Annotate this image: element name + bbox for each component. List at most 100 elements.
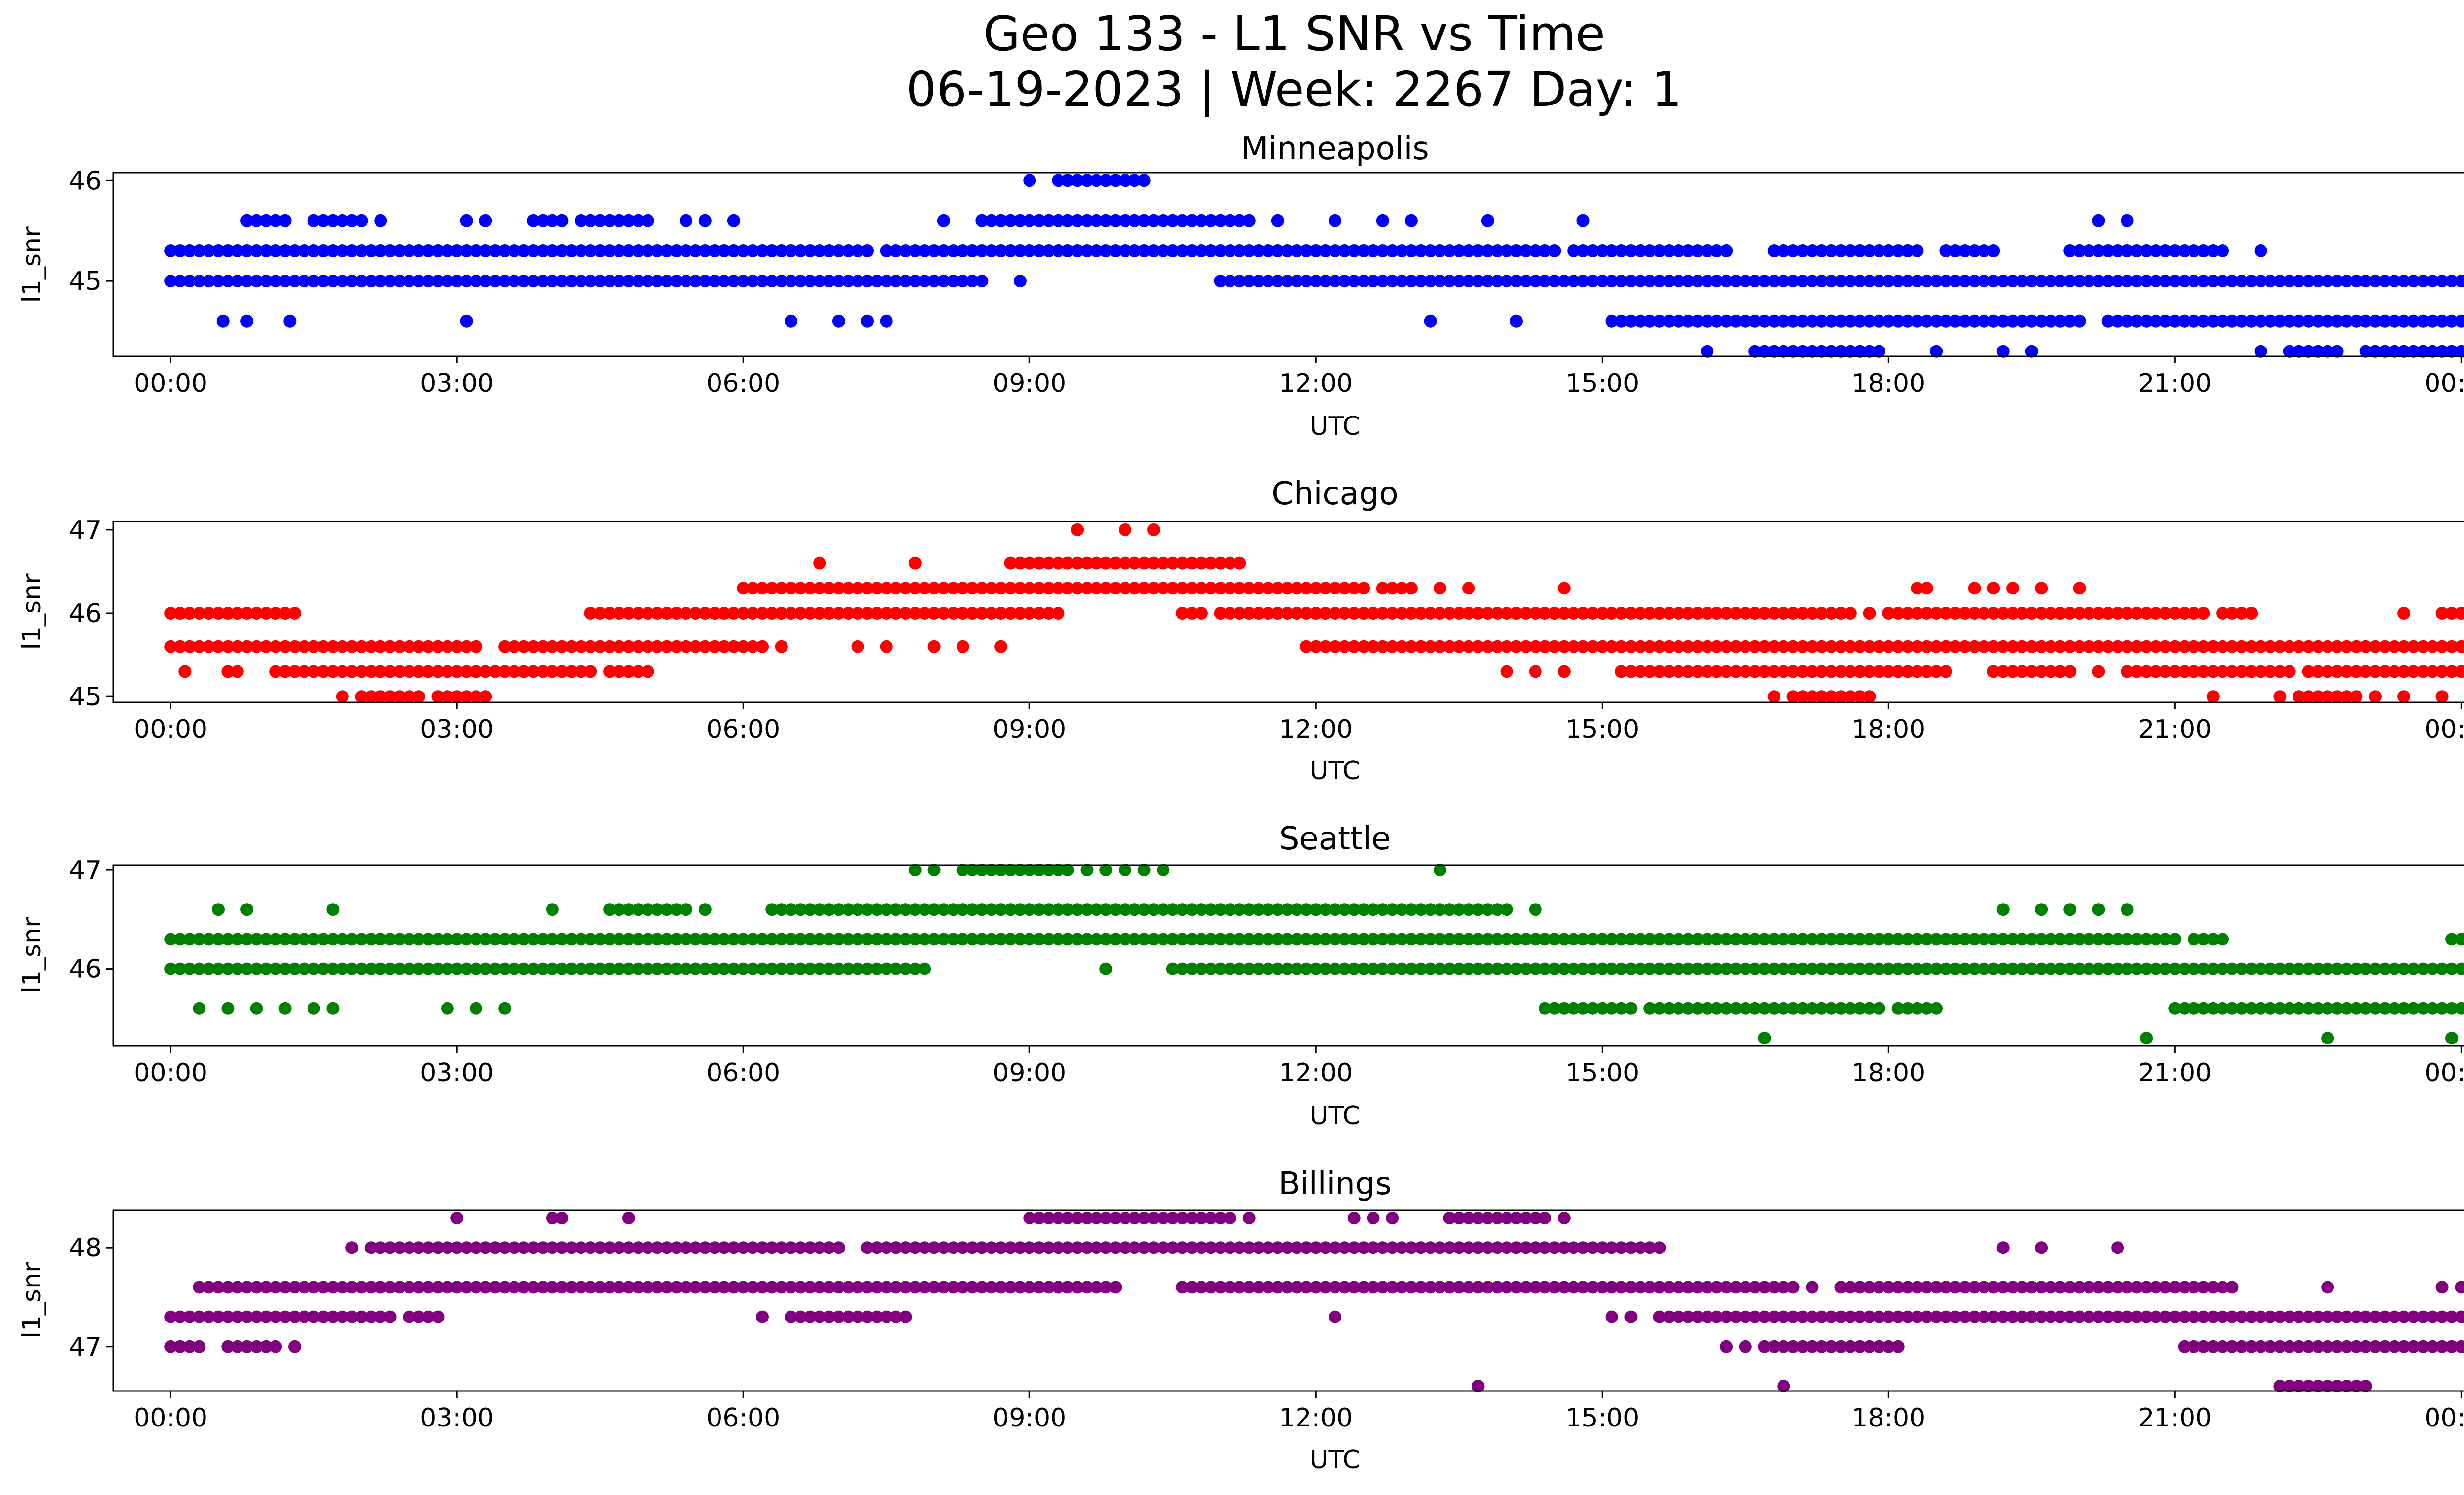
data-point xyxy=(746,1281,759,1294)
data-point xyxy=(1930,275,1943,288)
data-point xyxy=(1796,345,1809,358)
data-point xyxy=(2273,1002,2287,1015)
data-point xyxy=(2025,640,2038,653)
data-point xyxy=(555,1241,569,1254)
data-point xyxy=(937,275,950,288)
data-point xyxy=(842,903,855,916)
data-point xyxy=(689,640,702,653)
data-point xyxy=(2359,275,2372,288)
data-point xyxy=(1404,903,1418,916)
data-point xyxy=(1844,1340,1857,1353)
data-point xyxy=(1395,962,1408,975)
data-point xyxy=(1042,582,1055,595)
data-point xyxy=(1576,244,1590,257)
data-point xyxy=(1605,275,1618,288)
data-point xyxy=(1615,1241,1628,1254)
data-point xyxy=(832,314,845,328)
data-point xyxy=(718,640,731,653)
data-point xyxy=(737,962,750,975)
data-point xyxy=(2140,275,2153,288)
data-point xyxy=(1300,582,1313,595)
data-point xyxy=(508,933,521,946)
data-point xyxy=(364,933,377,946)
x-axis-label: UTC xyxy=(1309,1101,1360,1131)
data-point xyxy=(2111,244,2124,257)
data-point xyxy=(908,607,922,620)
data-point xyxy=(1357,582,1370,595)
data-point xyxy=(1586,1241,1599,1254)
data-point xyxy=(613,244,626,257)
data-point xyxy=(1777,1310,1790,1323)
data-point xyxy=(1681,1002,1695,1015)
data-point xyxy=(2369,962,2382,975)
data-point xyxy=(1424,903,1437,916)
data-point xyxy=(2254,345,2267,358)
data-point xyxy=(2188,1310,2200,1323)
data-point xyxy=(785,582,798,595)
data-point xyxy=(1404,244,1418,257)
data-point xyxy=(632,640,645,653)
data-point xyxy=(479,1281,492,1294)
data-point xyxy=(1863,1281,1876,1294)
data-point xyxy=(966,275,979,288)
data-point xyxy=(555,1212,569,1224)
data-point xyxy=(422,1310,435,1323)
data-point xyxy=(2388,345,2401,358)
data-point xyxy=(374,1241,387,1254)
data-point xyxy=(641,1241,654,1254)
data-point xyxy=(670,275,683,288)
data-point xyxy=(450,244,464,257)
data-point xyxy=(2311,1340,2325,1353)
data-point xyxy=(1978,1310,1990,1323)
data-point xyxy=(1519,1212,1533,1224)
data-point xyxy=(1949,314,1962,328)
data-point xyxy=(2321,1380,2334,1392)
data-point xyxy=(1853,1310,1867,1323)
data-point xyxy=(775,962,788,975)
data-point xyxy=(1281,933,1294,946)
data-point xyxy=(2101,314,2115,328)
data-point xyxy=(2302,314,2315,328)
data-point xyxy=(336,1281,349,1294)
data-point xyxy=(785,933,798,946)
data-point xyxy=(2426,1340,2439,1353)
data-point xyxy=(1710,665,1723,678)
data-point xyxy=(1548,640,1561,653)
data-point xyxy=(216,314,230,328)
data-point xyxy=(460,275,473,288)
data-point xyxy=(890,962,903,975)
data-point xyxy=(2311,640,2325,653)
data-point xyxy=(1099,864,1113,876)
data-point xyxy=(1996,1281,2010,1294)
data-point xyxy=(317,640,330,653)
data-point xyxy=(2178,275,2191,288)
data-point xyxy=(775,607,788,620)
data-point xyxy=(2178,607,2191,620)
data-point xyxy=(2445,345,2458,358)
data-point xyxy=(2283,1002,2296,1015)
data-point xyxy=(1252,244,1266,257)
data-point xyxy=(2035,665,2048,678)
data-point xyxy=(2216,1340,2229,1353)
data-point xyxy=(1615,1281,1628,1294)
data-point xyxy=(1319,275,1332,288)
data-point xyxy=(1376,607,1389,620)
data-point xyxy=(508,640,521,653)
data-point xyxy=(1539,1281,1552,1294)
data-points xyxy=(164,174,2464,358)
data-point xyxy=(2283,314,2296,328)
data-point xyxy=(1329,214,1341,227)
data-point xyxy=(2225,1281,2239,1294)
data-point xyxy=(927,864,941,876)
subplot-title: Chicago xyxy=(1271,476,1398,512)
data-point xyxy=(1939,607,1952,620)
data-point xyxy=(1720,1310,1733,1323)
data-point xyxy=(2235,314,2248,328)
data-point xyxy=(1691,640,1704,653)
data-point xyxy=(2083,640,2095,653)
data-point xyxy=(1739,314,1752,328)
data-point xyxy=(1204,214,1218,227)
data-point xyxy=(1176,214,1189,227)
data-point xyxy=(441,640,454,653)
data-point xyxy=(660,962,674,975)
